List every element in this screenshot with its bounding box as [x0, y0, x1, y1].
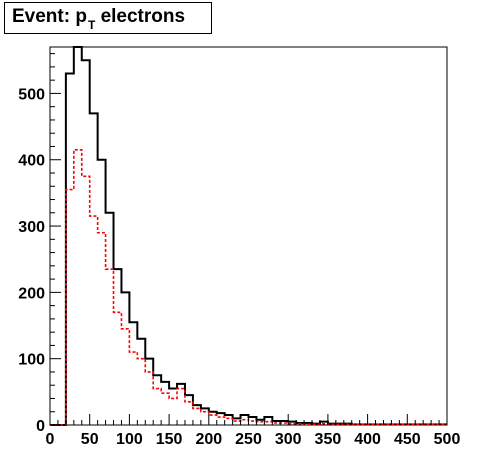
x-tick-label: 350 [315, 431, 342, 448]
series-layer [50, 46, 447, 426]
x-tick-label: 200 [195, 431, 222, 448]
x-tick-label: 250 [235, 431, 262, 448]
y-tick-label: 100 [18, 352, 45, 369]
x-tick-label: 100 [116, 431, 143, 448]
title-rest: electrons [95, 6, 186, 27]
plot-frame [49, 46, 448, 426]
x-tick-label: 150 [156, 431, 183, 448]
x-tick-label: 300 [275, 431, 302, 448]
y-tick-label: 300 [18, 219, 45, 236]
x-tick-label: 400 [354, 431, 381, 448]
axis-layer: 0 50 100 150 200 250 300 350 400 450 500 0 100 200 300… [18, 53, 461, 448]
histogram-series-2 [50, 148, 447, 426]
histogram-series-1 [50, 46, 447, 426]
title-main: Event: p [12, 6, 87, 27]
y-tick-label: 500 [18, 86, 45, 103]
y-tick-label: 200 [18, 285, 45, 302]
y-tick-label: 0 [36, 418, 45, 435]
title-subscript: T [87, 18, 96, 32]
chart-title: Event: pT electrons [4, 2, 212, 34]
x-tick-label: 0 [46, 431, 55, 448]
x-tick-label: 450 [394, 431, 421, 448]
x-tick-label: 500 [434, 431, 461, 448]
x-tick-label: 50 [81, 431, 99, 448]
y-tick-label: 400 [18, 153, 45, 170]
